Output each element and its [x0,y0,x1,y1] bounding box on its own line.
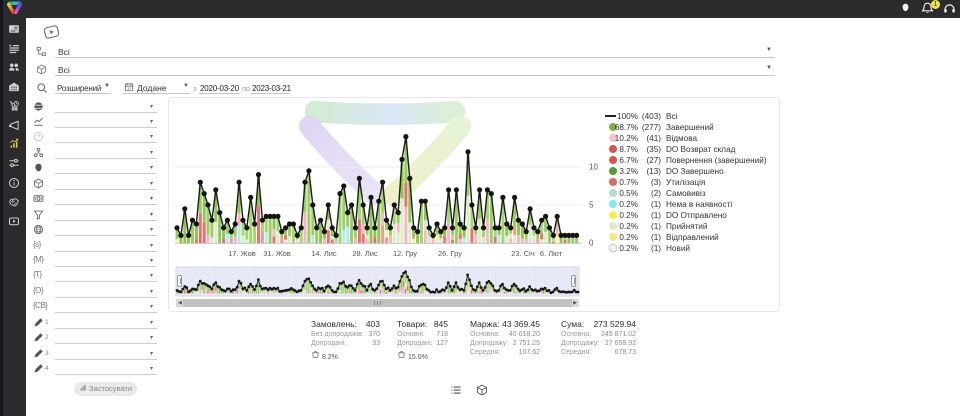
svg-text:(1): (1) [651,233,661,242]
svg-text:(1): (1) [651,222,661,231]
svg-text:0.7%: 0.7% [619,178,638,187]
svg-text:(1): (1) [651,244,661,253]
svg-text:3.2%: 3.2% [619,167,638,176]
svg-text:12. Гру: 12. Гру [393,249,417,258]
svg-text:0: 0 [589,239,594,248]
svg-text:100%: 100% [617,112,638,121]
svg-text:28. Лис: 28. Лис [352,249,378,258]
svg-text:Новий: Новий [666,244,690,253]
svg-text:(403): (403) [642,112,661,121]
svg-text:Утилізація: Утилізація [666,178,705,187]
svg-text:10.2%: 10.2% [615,134,638,143]
svg-text:Завершений: Завершений [666,123,714,132]
svg-text:(35): (35) [646,145,661,154]
svg-text:Відмова: Відмова [666,134,697,143]
svg-text:(41): (41) [646,134,661,143]
svg-text:26. Гру: 26. Гру [438,249,462,258]
svg-text:DO Завершено: DO Завершено [666,167,724,176]
svg-text:68.7%: 68.7% [615,123,638,132]
svg-text:14. Лис: 14. Лис [311,249,337,258]
svg-text:6.7%: 6.7% [619,156,638,165]
svg-text:(13): (13) [646,167,661,176]
svg-text:0.2%: 0.2% [619,211,638,220]
svg-text:DO Возврат склад: DO Возврат склад [666,145,736,154]
svg-text:0.2%: 0.2% [619,244,638,253]
svg-text:31. Жов: 31. Жов [263,249,291,258]
svg-text:Самовивіз: Самовивіз [666,189,706,198]
svg-text:(3): (3) [651,178,661,187]
svg-text:8.7%: 8.7% [619,145,638,154]
svg-text:(2): (2) [651,189,661,198]
svg-text:17. Жов: 17. Жов [228,249,256,258]
svg-text:17: 17 [127,87,131,91]
svg-text:Нема в наявності: Нема в наявності [666,200,732,209]
svg-text:Відправлений: Відправлений [666,233,719,242]
svg-text:10: 10 [589,163,598,172]
svg-text:(1): (1) [651,211,661,220]
svg-text:0.2%: 0.2% [619,233,638,242]
svg-text:(27): (27) [646,156,661,165]
svg-text:6. Лют: 6. Лют [540,249,563,258]
svg-text:Прийнятий: Прийнятий [666,222,707,231]
svg-text:0.5%: 0.5% [619,189,638,198]
svg-text:23. Січ: 23. Січ [511,249,535,258]
svg-text:DO Отправлено: DO Отправлено [666,211,727,220]
svg-text:Всі: Всі [666,112,678,121]
svg-text:(277): (277) [642,123,661,132]
svg-text:Повернення (завершений): Повернення (завершений) [666,156,767,165]
svg-text:0.2%: 0.2% [619,200,638,209]
svg-text:0.2%: 0.2% [619,222,638,231]
svg-text:5: 5 [589,201,594,210]
svg-text:(1): (1) [651,200,661,209]
